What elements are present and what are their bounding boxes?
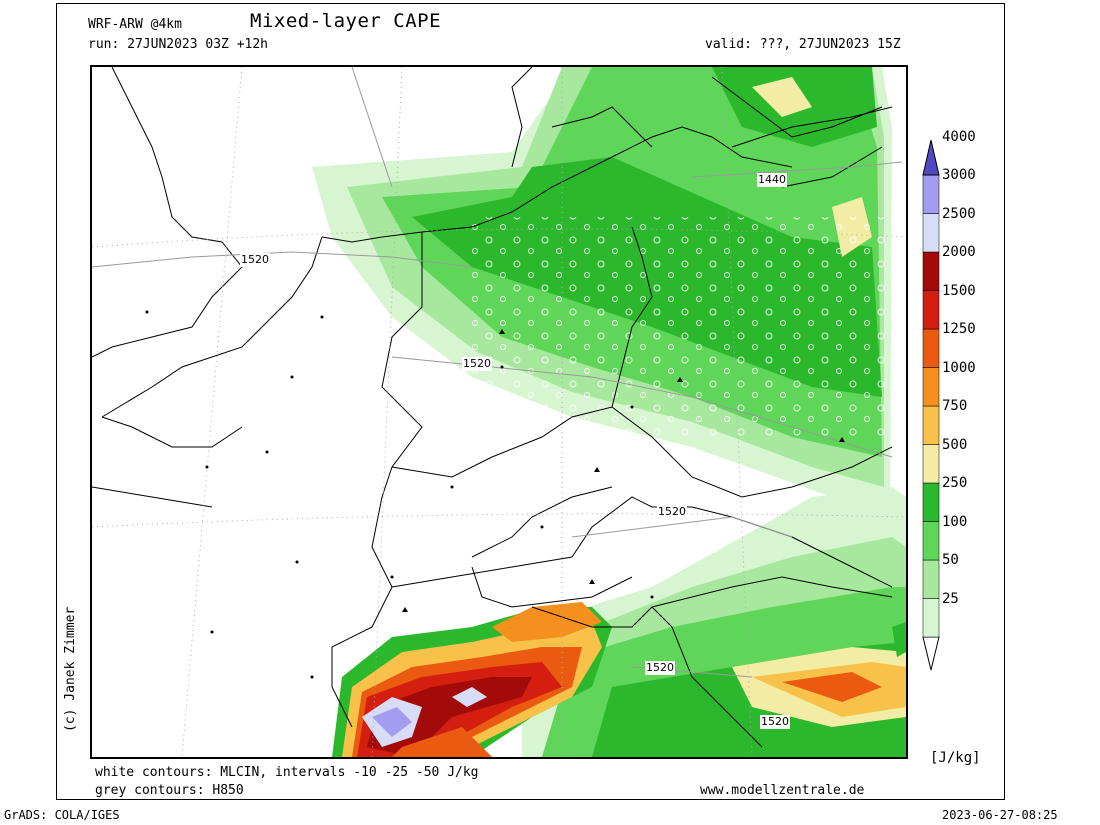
colorbar-unit: [J/kg] [930,750,981,766]
graticule [92,67,906,757]
colorbar-box [922,444,940,484]
colorbar-tick-label: 750 [942,398,968,414]
h850-label: 1440 [757,173,787,187]
model-label: WRF-ARW @4km [88,17,182,32]
colorbar-box [922,598,940,638]
colorbar-tick-label: 1500 [942,282,976,299]
cape-field-southwest [332,602,612,757]
colorbar-box [922,521,940,561]
colorbar-box [922,559,940,599]
colorbar-box [922,251,940,291]
h850-label: 1520 [657,505,687,519]
colorbar-box [922,367,940,407]
colorbar-end-high [922,140,940,176]
colorbar-end-low [922,636,940,671]
colorbar-tick-label: 500 [942,436,968,453]
cape-field-north [312,67,892,517]
colorbar-tick-label: 2500 [942,205,976,222]
cape-map: 1520 1520 1440 1520 1520 1520 [90,65,908,759]
h850-label: 1520 [760,715,790,729]
colorbar-box [922,405,940,445]
credit-label: (c) Janek Zimmer [63,606,78,732]
run-label: run: 27JUN2023 03Z +12h [88,37,269,52]
colorbar [922,140,940,671]
h850-label: 1520 [462,357,492,371]
grey-contours-note: grey contours: H850 [95,783,244,798]
colorbar-tick-label: 1250 [942,321,976,337]
colorbar-tick-label: 50 [942,552,959,568]
colorbar-tick-label: 1000 [942,359,976,376]
timestamp-label: 2023-06-27-08:25 [942,808,1058,822]
cape-field-south [522,487,906,757]
h850-label: 1520 [645,661,675,675]
h850-label: 1520 [240,253,270,267]
colorbar-box [922,174,940,214]
colorbar-box [922,213,940,253]
figure-frame [56,3,1005,800]
boundaries [92,67,893,748]
white-contours-note: white contours: MLCIN, intervals -10 -25… [95,765,479,780]
colorbar-tick-label: 100 [942,513,968,530]
valid-label: valid: ???, 27JUN2023 15Z [705,37,901,52]
colorbar-tick-label: 3000 [942,167,976,183]
colorbar-tick-label: 25 [942,590,959,607]
colorbar-box [922,290,940,330]
station-markers [145,310,845,679]
grads-label: GrADS: COLA/IGES [4,808,120,822]
map-canvas [92,67,906,757]
colorbar-box [922,328,940,368]
colorbar-tick-label: 2000 [942,244,976,260]
chart-title: Mixed-layer CAPE [250,10,442,32]
colorbar-box [922,482,940,522]
colorbar-tick-label: 4000 [942,128,976,145]
colorbar-tick-label: 250 [942,475,968,491]
website-label: www.modellzentrale.de [700,783,865,798]
